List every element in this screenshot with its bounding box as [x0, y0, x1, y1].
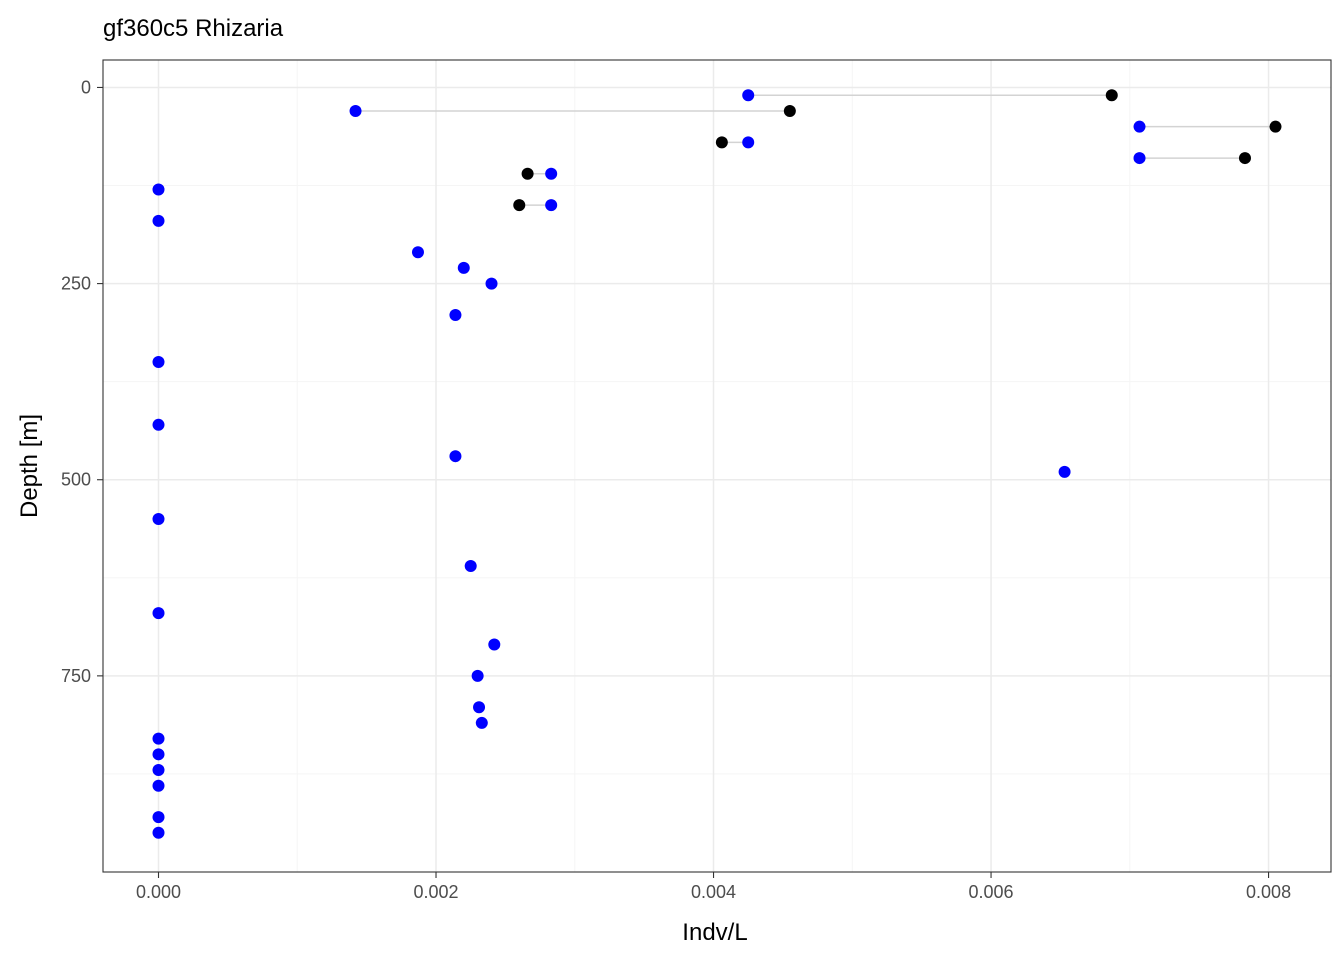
black-data-point — [715, 136, 728, 149]
y-axis-title: Depth [m] — [16, 414, 43, 518]
blue-data-point — [1058, 465, 1071, 478]
black-data-point — [1105, 89, 1118, 102]
chart-title: gf360c5 Rhizaria — [103, 15, 284, 42]
blue-data-point — [152, 764, 165, 777]
blue-data-point — [488, 638, 501, 651]
x-axis: 0.000 0.002 0.004 0.006 0.008 — [136, 872, 1291, 902]
blue-data-point — [464, 560, 477, 573]
x-tick-label: 0.008 — [1246, 882, 1291, 902]
blue-data-point — [1133, 120, 1146, 133]
blue-data-point — [449, 308, 462, 321]
x-tick-label: 0.002 — [413, 882, 458, 902]
black-data-point — [1269, 120, 1282, 133]
blue-data-point — [473, 701, 486, 714]
y-tick-label: 500 — [61, 470, 91, 490]
blue-data-point — [152, 183, 165, 196]
blue-data-point — [152, 607, 165, 620]
blue-data-point — [152, 732, 165, 745]
minor-gridlines — [103, 60, 1331, 872]
data-points — [152, 89, 1282, 839]
blue-data-point — [152, 214, 165, 227]
blue-data-point — [742, 89, 755, 102]
blue-data-point — [349, 104, 362, 117]
blue-data-point — [152, 512, 165, 525]
blue-data-point — [152, 418, 165, 431]
blue-data-point — [1133, 152, 1146, 165]
x-axis-title: Indv/L — [682, 919, 747, 946]
x-tick-label: 0.000 — [136, 882, 181, 902]
x-tick-label: 0.004 — [691, 882, 736, 902]
black-data-point — [513, 199, 526, 212]
panel-border — [102, 59, 1332, 873]
black-data-point — [783, 104, 796, 117]
blue-data-point — [471, 669, 484, 682]
blue-data-point — [485, 277, 498, 290]
y-tick-label: 750 — [61, 666, 91, 686]
black-data-point — [1238, 152, 1251, 165]
blue-data-point — [457, 261, 470, 274]
y-tick-label: 0 — [81, 77, 91, 97]
y-axis: 0 250 500 750 — [61, 77, 103, 686]
blue-data-point — [475, 716, 488, 729]
blue-data-point — [545, 167, 558, 180]
blue-data-point — [152, 356, 165, 369]
blue-data-point — [449, 450, 462, 463]
blue-data-point — [545, 199, 558, 212]
blue-data-point — [152, 748, 165, 761]
blue-data-point — [152, 826, 165, 839]
blue-data-point — [411, 246, 424, 259]
y-tick-label: 250 — [61, 274, 91, 294]
x-tick-label: 0.006 — [969, 882, 1014, 902]
blue-data-point — [152, 779, 165, 792]
blue-data-point — [742, 136, 755, 149]
black-data-point — [521, 167, 534, 180]
blue-data-point — [152, 811, 165, 824]
